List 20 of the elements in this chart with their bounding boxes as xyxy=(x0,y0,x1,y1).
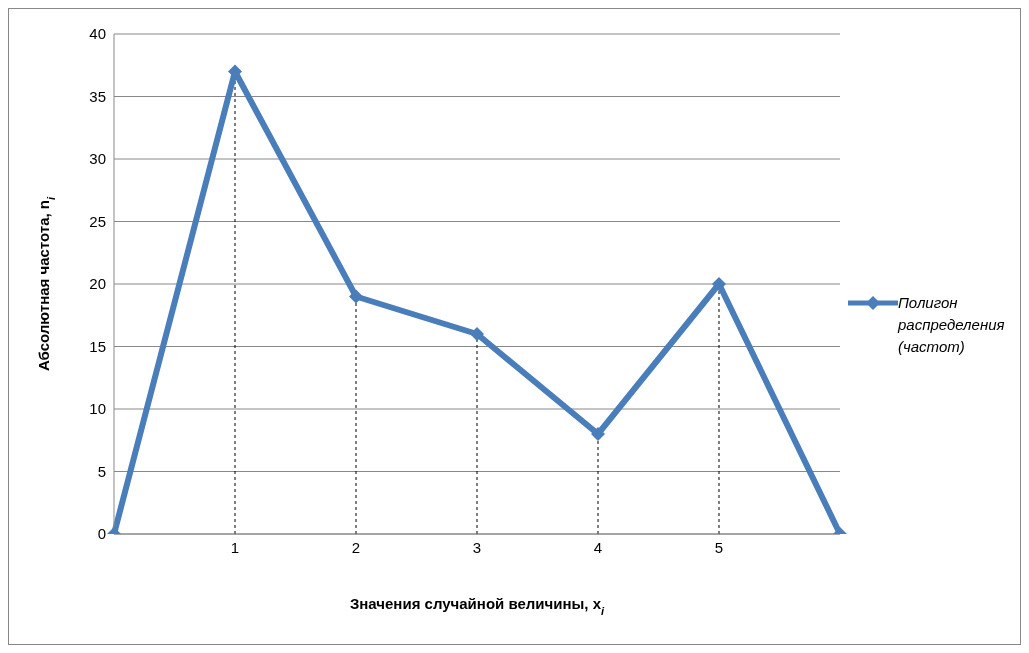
y-tick-label: 30 xyxy=(89,150,106,168)
y-tick-label: 0 xyxy=(97,525,106,543)
y-tick-label: 35 xyxy=(89,87,106,105)
y-tick-label: 40 xyxy=(89,25,106,43)
x-tick-label: 2 xyxy=(351,538,361,556)
x-tick-label: 5 xyxy=(714,538,724,556)
point xyxy=(591,427,605,441)
y-tick-label: 10 xyxy=(89,400,106,418)
x-axis-title: Значения случайной величины, x$_{i}$ xyxy=(349,595,606,617)
y-tick-label: 20 xyxy=(89,275,106,293)
legend-label: Полигон распределения (частот) xyxy=(898,293,1006,357)
point xyxy=(712,277,726,291)
y-tick-label: 5 xyxy=(97,462,106,480)
x-tick-label: 1 xyxy=(230,538,240,556)
x-tick-label: 3 xyxy=(472,538,482,556)
point xyxy=(349,289,363,304)
x-tick-label: 4 xyxy=(593,538,603,556)
point xyxy=(470,327,484,341)
y-tick-label: 15 xyxy=(89,337,106,355)
y-tick-label: 25 xyxy=(89,212,106,230)
